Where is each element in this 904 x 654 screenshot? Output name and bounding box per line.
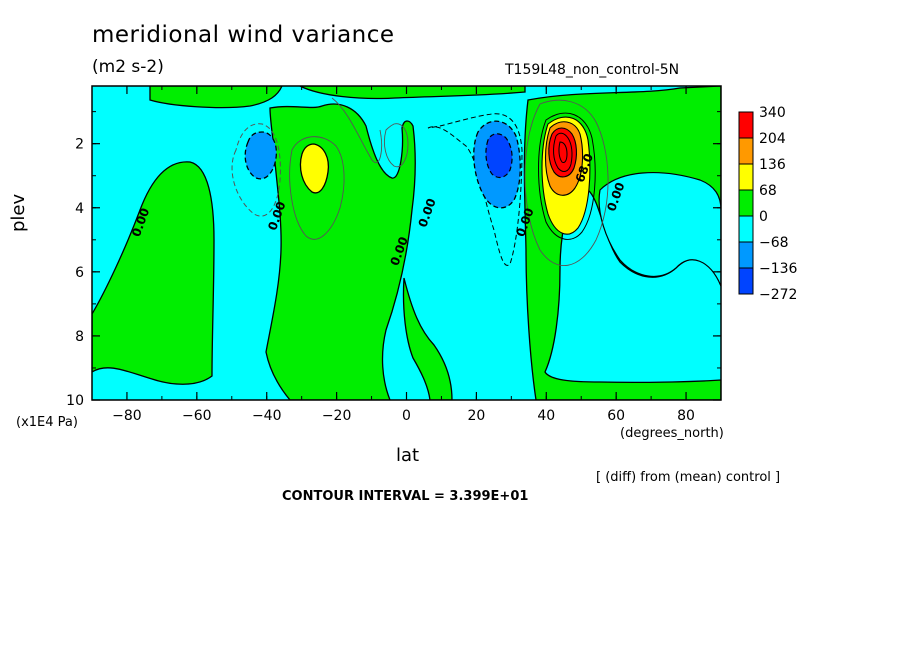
legend-level-label: 340 (759, 105, 786, 121)
region-equator (402, 277, 453, 400)
x-tick-label: −40 (252, 408, 282, 424)
legend-swatch (738, 111, 754, 139)
legend-swatch (738, 267, 754, 295)
x-tick-label: −80 (112, 408, 142, 424)
legend-swatch (738, 241, 754, 269)
chart-units: (m2 s-2) (92, 57, 164, 77)
color-legend: 340 204 136 68 0 −68 −136 −272 (738, 105, 798, 303)
x-tick-label: 20 (467, 408, 485, 424)
legend-level-label: 136 (759, 157, 786, 173)
x-axis-label: lat (396, 445, 420, 466)
nh-minimum (427, 113, 523, 266)
y-tick-label: 10 (66, 393, 84, 409)
diff-annotation: [ (diff) from (mean) control ] (596, 470, 781, 485)
x-tick-label: 80 (677, 408, 695, 424)
y-tick-label: 2 (75, 137, 84, 153)
legend-swatch (738, 189, 754, 217)
legend-level-label: 68 (759, 183, 777, 199)
sh-minimum (231, 123, 281, 217)
run-label: T159L48_non_control-5N (505, 62, 680, 78)
sh-max-outer-contour (289, 136, 345, 240)
legend-level-label: 0 (759, 209, 768, 225)
y-tick-label: 8 (75, 329, 84, 345)
legend-swatch (738, 215, 754, 243)
contour-interval: CONTOUR INTERVAL = 3.399E+01 (282, 489, 529, 504)
sh-max-yellow (299, 143, 330, 194)
y-axis-unit: (x1E4 Pa) (16, 415, 78, 430)
legend-swatch (738, 163, 754, 191)
x-axis-unit: (degrees_north) (620, 426, 724, 441)
chart-title: meridional wind variance (92, 22, 395, 48)
legend-level-label: −136 (759, 261, 798, 277)
region-southwest (92, 161, 215, 385)
x-axis: −80 −60 −40 −20 0 20 40 60 80 (91, 86, 722, 424)
legend-level-label: 204 (759, 131, 786, 147)
nh-min-outer-dashed (427, 113, 523, 266)
legend-level-label: −272 (759, 287, 797, 303)
region-top-strip (299, 86, 526, 100)
ne-thin-contour (524, 99, 609, 266)
x-tick-label: 60 (607, 408, 625, 424)
x-tick-label: −60 (182, 408, 212, 424)
sh-min-blue (244, 131, 278, 180)
ne-negative-lobe (598, 172, 721, 287)
x-tick-label: −20 (322, 408, 352, 424)
nh-min-core (485, 133, 513, 179)
x-tick-label: 0 (402, 408, 411, 424)
sh-maximum (289, 136, 345, 240)
region-top-left (149, 86, 283, 109)
x-tick-label: 40 (537, 408, 555, 424)
sh-min-outer-dashed (231, 123, 281, 217)
y-tick-label: 4 (75, 201, 84, 217)
ne-max-contours (538, 112, 596, 240)
y-tick-label: 6 (75, 265, 84, 281)
legend-level-label: −68 (759, 235, 789, 251)
equator-thin-contours (331, 97, 409, 168)
legend-swatch (738, 137, 754, 165)
y-axis: 2 4 6 8 10 (66, 111, 721, 409)
